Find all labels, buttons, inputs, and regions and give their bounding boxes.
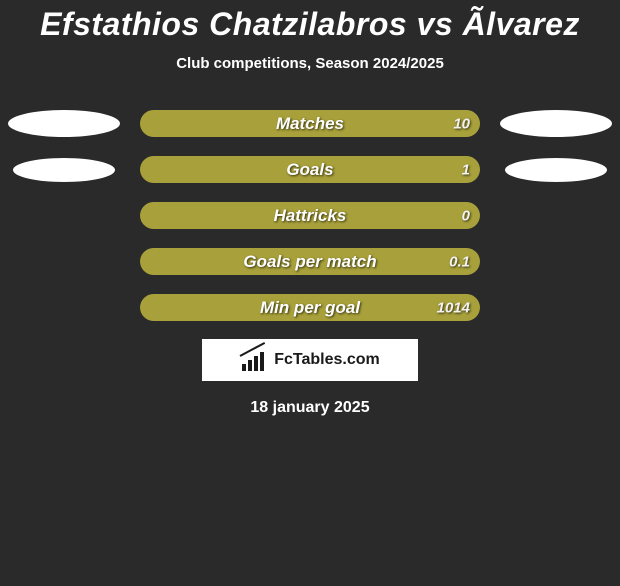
page-title: Efstathios Chatzilabros vs Ãlvarez <box>0 6 620 43</box>
stat-row: Min per goal 1014 <box>0 294 620 321</box>
stat-bar: Goals 1 <box>140 156 480 183</box>
date-text: 18 january 2025 <box>0 399 620 417</box>
stat-value: 10 <box>453 115 470 132</box>
right-ellipse-icon <box>505 158 607 182</box>
stat-label: Goals per match <box>243 252 376 272</box>
stat-row: Goals per match 0.1 <box>0 248 620 275</box>
stat-value: 1 <box>462 161 470 178</box>
stat-label: Goals <box>286 160 333 180</box>
stat-label: Matches <box>276 114 344 134</box>
stat-bar: Min per goal 1014 <box>140 294 480 321</box>
stat-row: Hattricks 0 <box>0 202 620 229</box>
left-ellipse-icon <box>13 158 115 182</box>
chart-icon <box>240 349 270 371</box>
stat-row: Matches 10 <box>0 110 620 137</box>
stat-bar: Goals per match 0.1 <box>140 248 480 275</box>
stat-bar: Hattricks 0 <box>140 202 480 229</box>
left-ellipse-icon <box>8 110 120 137</box>
stat-bar: Matches 10 <box>140 110 480 137</box>
stat-value: 0 <box>462 207 470 224</box>
stat-label: Min per goal <box>260 298 360 318</box>
page-subtitle: Club competitions, Season 2024/2025 <box>0 55 620 72</box>
stat-label: Hattricks <box>274 206 347 226</box>
logo-box: FcTables.com <box>202 339 418 381</box>
right-ellipse-icon <box>500 110 612 137</box>
stat-rows: Matches 10 Goals 1 Hattricks 0 Goals per match… <box>0 110 620 321</box>
stat-value: 1014 <box>437 299 470 316</box>
stat-row: Goals 1 <box>0 156 620 183</box>
logo-text: FcTables.com <box>274 351 380 369</box>
stat-value: 0.1 <box>449 253 470 270</box>
logo-inner: FcTables.com <box>240 349 380 371</box>
